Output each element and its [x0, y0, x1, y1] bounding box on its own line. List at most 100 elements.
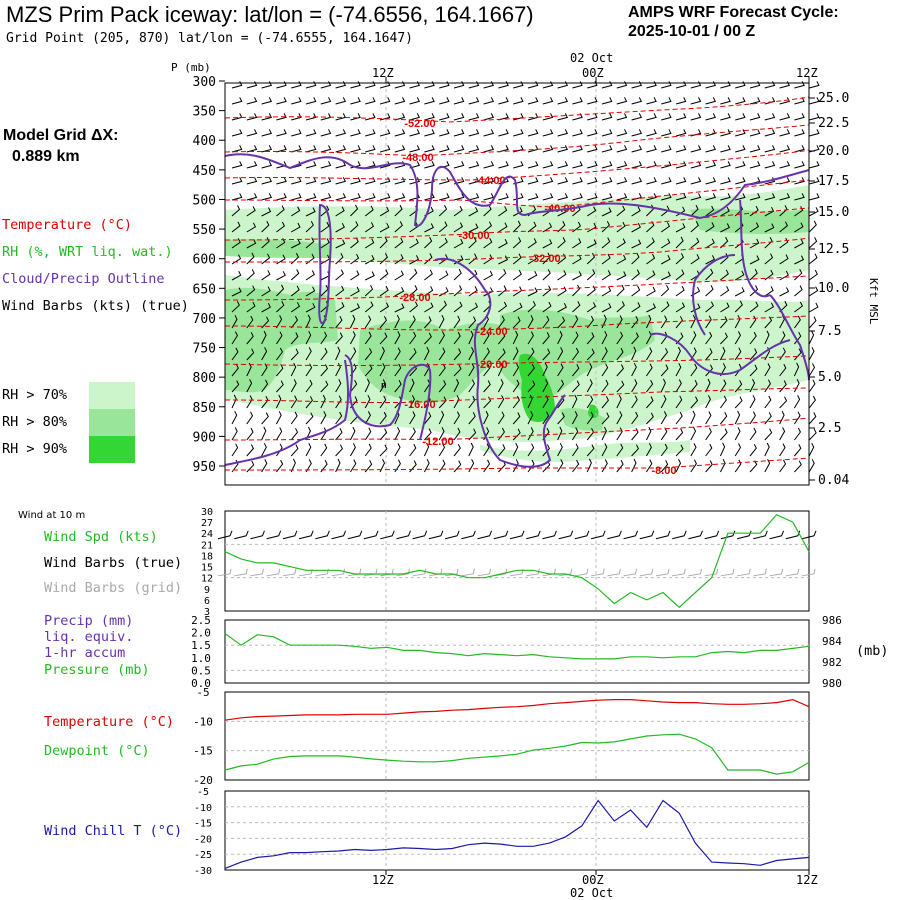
precip-tick-label: 2.5 [191, 614, 211, 627]
cloud-outline-path [344, 354, 432, 441]
precip-pressure-panel-frame [224, 619, 810, 684]
temperature-contour-line [224, 457, 810, 471]
pressure-tick-label: 500 [193, 193, 216, 208]
pressure-tick-label: 700 [193, 312, 216, 327]
bottom-date-label: 02 Oct [570, 886, 614, 900]
temperature-tick-label: -15 [193, 745, 213, 758]
top-tick-12z-a: 12Z [372, 66, 394, 80]
temperature-contour-label: -24.00 [476, 326, 507, 338]
grid-point-subtitle: Grid Point (205, 870) lat/lon = (-74.655… [6, 31, 413, 46]
pressure-tick-label-right: 982 [822, 656, 842, 669]
pressure-tick-label: 550 [193, 223, 216, 238]
top-date-label: 02 Oct [570, 51, 614, 65]
cloud-outline-path [318, 203, 332, 325]
height-tick-label: 7.5 [818, 324, 841, 339]
cloud-outline-path [224, 153, 810, 227]
cloud-outlines [224, 153, 810, 468]
wind-speed-tick-label: 12 [201, 574, 213, 585]
windchill-panel-label: Wind Chill T (°C) [44, 823, 183, 839]
top-tick-00z: 00Z [582, 66, 604, 80]
cloud-outline-path [739, 199, 771, 298]
pressure-tick-label: 950 [193, 460, 216, 475]
height-tick-label: 17.5 [818, 174, 849, 189]
temperature-tick-label: -5 [196, 686, 209, 699]
windchill-tick-label: -30 [194, 866, 212, 877]
rh70-swatch [89, 382, 135, 409]
wind-speed-tick-label: 24 [201, 529, 213, 540]
temperature-contour-line [224, 417, 810, 441]
precip-label-3: 1-hr accum [44, 645, 126, 661]
pressure-tick-label: 400 [193, 134, 216, 149]
pressure-tick-label: 750 [193, 342, 216, 357]
temperature-contours [224, 96, 810, 471]
temperature-contour-line [224, 207, 810, 241]
height-tick-label: 15.0 [818, 205, 849, 220]
windchill-tick-label: -15 [194, 819, 212, 830]
height-tick-label: 10.0 [818, 281, 849, 296]
temperature-contour-line [224, 387, 810, 404]
page-title: MZS Prim Pack iceway: lat/lon = (-74.655… [6, 2, 534, 27]
precip-tick-label: 1.5 [191, 639, 211, 652]
temperature-contour-line [224, 315, 810, 331]
temperature-contour-label: -30.00 [458, 230, 489, 242]
temperature-panel-frame [224, 691, 810, 781]
windchill-tick-label: -20 [194, 834, 212, 845]
pressure-unit-label: (mb) [856, 643, 889, 659]
pressure-tick-label-right: 980 [822, 677, 842, 690]
pressure-tick-label-right: 986 [822, 614, 842, 627]
wind-panel-frame [224, 510, 810, 612]
wind-speed-tick-label: 27 [201, 518, 213, 529]
pressure-label: Pressure (mb) [44, 662, 150, 678]
pressure-tick-label: 800 [193, 371, 216, 386]
temperature-contour-line [224, 96, 810, 123]
cloud-outline-path [224, 359, 349, 466]
cross-section-n-marker: n [381, 380, 387, 390]
precip-tick-label: 0.0 [191, 677, 211, 690]
rh90-label: RH > 90% [2, 441, 68, 457]
bottom-tick-00z: 00Z [582, 873, 604, 887]
height-tick-label: 2.5 [818, 421, 841, 436]
amps-cycle-line2: 2025-10-01 / 00 Z [628, 23, 756, 40]
cloud-outline-path [434, 257, 566, 468]
temperature-contour-label: -8.00 [651, 465, 676, 477]
bottom-tick-12z-a: 12Z [372, 873, 394, 887]
wind-speed-tick-label: 3 [204, 607, 210, 618]
dewpoint-panel-label: Dewpoint (°C) [44, 743, 150, 759]
pressure-tick-label: 300 [193, 75, 216, 90]
wind-speed-tick-label: 15 [201, 563, 213, 574]
wind-speed-tick-label: 9 [204, 585, 210, 596]
temperature-contour-line [224, 237, 810, 263]
temperature-tick-label: -10 [193, 715, 213, 728]
pressure-tick-label: 350 [193, 105, 216, 120]
wind-speed-tick-label: 6 [204, 596, 210, 607]
pressure-axis-title: P (mb) [171, 61, 211, 74]
precip-label-2: liq. equiv. [44, 629, 134, 645]
windchill-tick-label: -25 [194, 850, 212, 861]
cloud-outline-path [649, 332, 791, 375]
temperature-contour-label: -20.00 [476, 359, 507, 371]
windchill-tick-label: -5 [197, 787, 209, 798]
pressure-tick-label-right: 984 [822, 635, 842, 648]
height-tick-label: 12.5 [818, 242, 849, 257]
pressure-tick-label: 650 [193, 282, 216, 297]
height-tick-label: 25.0 [818, 91, 849, 106]
precip-tick-label: 0.5 [191, 664, 211, 677]
wind-at-10m-label: Wind at 10 m [18, 510, 86, 521]
rh70-label: RH > 70% [2, 387, 68, 403]
temperature-contour-label: -28.00 [399, 292, 430, 304]
precip-tick-label: 1.0 [191, 652, 211, 665]
legend-rh: RH (%, WRT liq. wat.) [2, 244, 173, 260]
temperature-contour-label: -52.00 [404, 118, 435, 130]
windchill-panel-frame [224, 790, 810, 871]
temperature-contour-label: -16.00 [404, 399, 435, 411]
top-tick-12z-b: 12Z [796, 66, 818, 80]
model-grid-value: 0.889 km [12, 148, 80, 165]
cloud-outline-path [769, 294, 810, 381]
pressure-tick-label: 600 [193, 253, 216, 268]
temperature-contour-label: -12.00 [422, 436, 453, 448]
temperature-panel-label: Temperature (°C) [44, 714, 175, 730]
legend-wind-barbs: Wind Barbs (kts) (true) [2, 298, 189, 314]
wind-speed-tick-label: 21 [201, 540, 213, 551]
temperature-contour-line [224, 179, 810, 208]
